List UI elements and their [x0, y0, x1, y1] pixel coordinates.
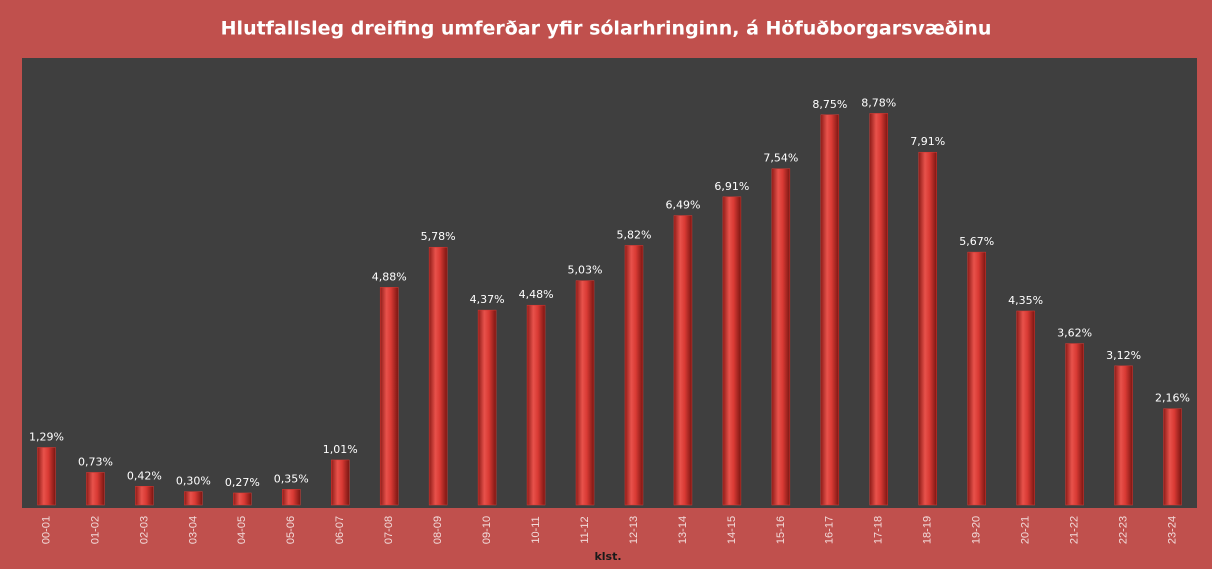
- x-tick-label: 16-17: [824, 516, 836, 544]
- x-tick-label: 10-11: [530, 516, 542, 543]
- value-label: 4,37%: [470, 293, 505, 306]
- value-label: 3,12%: [1106, 349, 1141, 362]
- bar: [673, 215, 693, 506]
- x-tick-label: 08-09: [432, 516, 444, 544]
- value-label: 0,42%: [127, 469, 162, 482]
- value-label: 6,91%: [714, 180, 749, 193]
- bar: [771, 168, 791, 506]
- x-tick-label: 21-22: [1069, 516, 1081, 544]
- value-label: 5,82%: [617, 228, 652, 241]
- bar: [1163, 408, 1182, 506]
- bar: [379, 287, 399, 506]
- value-label: 6,49%: [665, 199, 700, 212]
- x-tick-label: 15-16: [775, 516, 787, 544]
- x-tick-label: 03-04: [187, 516, 199, 544]
- plot-area: [22, 58, 1197, 508]
- x-tick-label: 09-10: [481, 516, 493, 544]
- bar: [820, 114, 840, 506]
- x-tick-label: 11-12: [579, 516, 591, 543]
- bar: [233, 492, 252, 506]
- x-tick-label: 14-15: [726, 516, 738, 544]
- value-label: 3,62%: [1057, 327, 1092, 340]
- value-label: 7,91%: [910, 135, 945, 148]
- value-label: 2,16%: [1155, 392, 1190, 405]
- value-label: 1,29%: [29, 430, 64, 443]
- bar: [86, 472, 105, 506]
- x-tick-label: 04-05: [236, 516, 248, 544]
- value-label: 8,78%: [861, 96, 896, 109]
- chart-title: Hlutfallsleg dreifing umferðar yfir sóla…: [221, 18, 992, 40]
- bar: [1065, 343, 1084, 506]
- value-label: 0,27%: [225, 476, 260, 489]
- x-tick-label: 01-02: [89, 516, 101, 544]
- value-label: 4,88%: [372, 270, 407, 283]
- bar: [1016, 310, 1035, 506]
- bar: [624, 245, 644, 506]
- value-label: 0,35%: [274, 472, 309, 485]
- value-label: 0,73%: [78, 455, 113, 468]
- bar: [184, 491, 203, 506]
- bar: [330, 459, 350, 506]
- x-tick-label: 19-20: [971, 516, 983, 544]
- bar: [135, 486, 154, 506]
- value-label: 5,78%: [421, 230, 456, 243]
- x-axis-label: klst.: [594, 550, 621, 563]
- x-tick-label: 06-07: [334, 516, 346, 544]
- value-label: 8,75%: [812, 98, 847, 111]
- x-tick-label: 18-19: [922, 516, 934, 544]
- x-tick-label: 23-24: [1166, 516, 1178, 544]
- x-tick-label: 12-13: [628, 516, 640, 544]
- bar: [1114, 365, 1133, 506]
- value-label: 0,30%: [176, 475, 211, 488]
- value-label: 7,54%: [763, 152, 798, 165]
- x-tick-label: 13-14: [677, 516, 689, 544]
- bar: [967, 251, 986, 506]
- value-label: 5,03%: [568, 264, 603, 277]
- bar: [282, 489, 301, 506]
- bar: [428, 246, 448, 506]
- value-label: 4,35%: [1008, 294, 1043, 307]
- bar: [869, 113, 889, 506]
- x-tick-label: 00-01: [40, 516, 52, 544]
- bar: [37, 447, 56, 506]
- x-tick-label: 07-08: [383, 516, 395, 544]
- x-tick-label: 05-06: [285, 516, 297, 544]
- bar: [477, 309, 497, 506]
- value-label: 1,01%: [323, 443, 358, 456]
- value-label: 4,48%: [519, 288, 554, 301]
- x-tick-label: 20-21: [1020, 516, 1032, 544]
- bar: [918, 151, 937, 506]
- bar: [526, 304, 546, 506]
- x-tick-label: 02-03: [138, 516, 150, 544]
- bar: [575, 280, 595, 506]
- value-label: 5,67%: [959, 235, 994, 248]
- x-tick-label: 17-18: [873, 516, 885, 544]
- bar: [722, 196, 742, 506]
- x-tick-label: 22-23: [1117, 516, 1129, 544]
